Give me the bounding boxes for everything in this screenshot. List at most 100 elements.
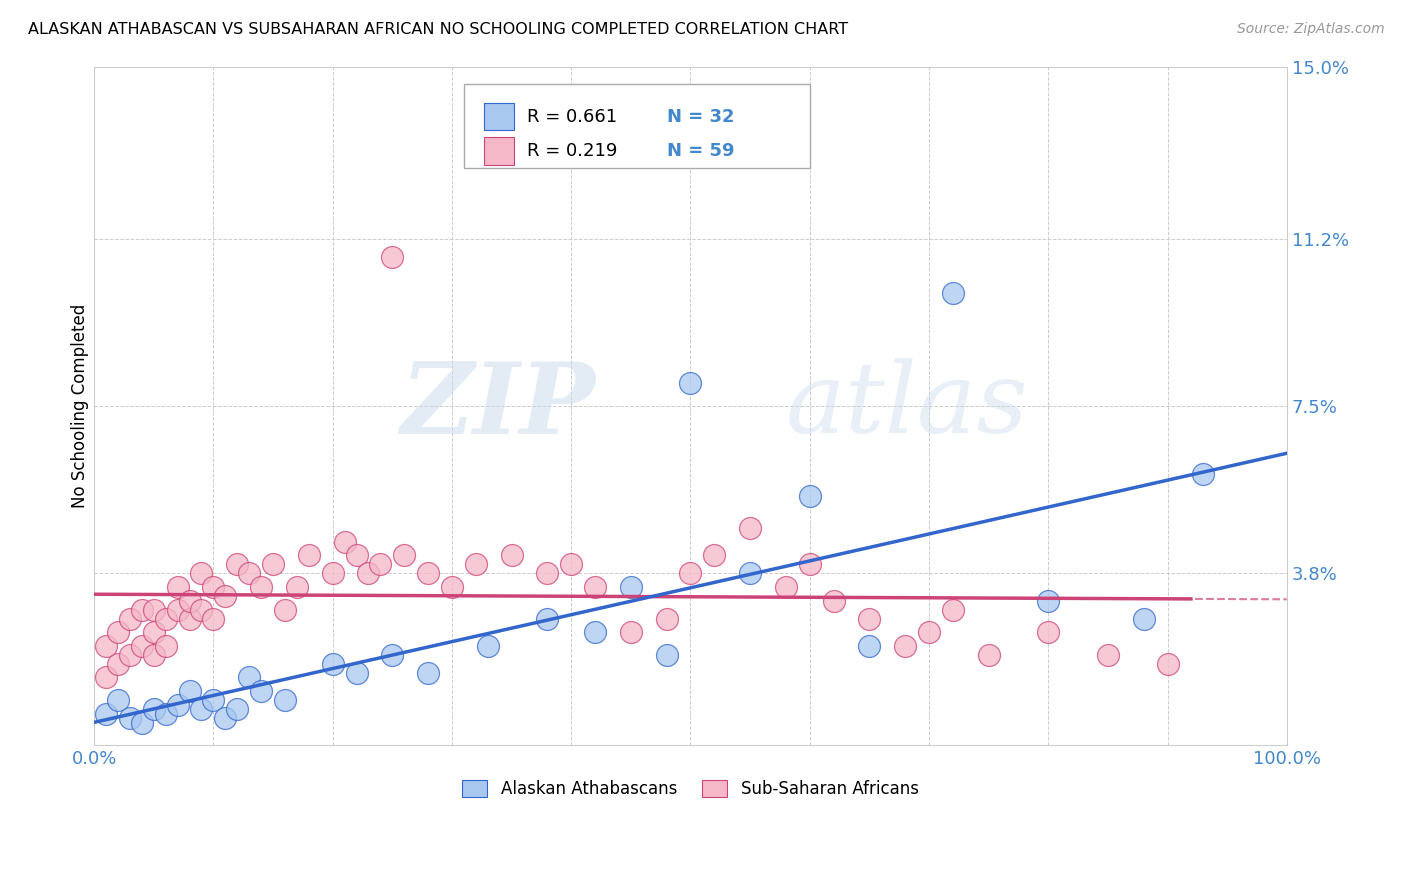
Text: ZIP: ZIP (401, 358, 595, 454)
Point (1192, 467, 1215, 481)
Point (370, 558, 392, 572)
Point (357, 566, 380, 581)
Point (1132, 611, 1154, 625)
Point (94, 670, 117, 684)
Point (118, 711, 141, 725)
Legend: Alaskan Athabascans, Sub-Saharan Africans: Alaskan Athabascans, Sub-Saharan African… (456, 773, 925, 805)
Point (179, 684, 201, 698)
Point (464, 558, 486, 572)
Text: N = 32: N = 32 (666, 108, 734, 126)
Point (202, 611, 225, 625)
Point (1097, 648, 1119, 662)
Point (799, 490, 821, 504)
Point (918, 625, 941, 640)
Point (703, 548, 725, 562)
Point (977, 648, 1000, 662)
Bar (484, 103, 515, 130)
Text: ALASKAN ATHABASCAN VS SUBSAHARAN AFRICAN NO SCHOOLING COMPLETED CORRELATION CHAR: ALASKAN ATHABASCAN VS SUBSAHARAN AFRICAN… (28, 22, 848, 37)
Point (131, 715, 153, 730)
Point (894, 639, 917, 653)
Point (190, 702, 212, 716)
Text: R = 0.219: R = 0.219 (527, 142, 617, 160)
Point (655, 648, 678, 662)
Point (1156, 657, 1178, 671)
Point (202, 580, 225, 594)
Point (858, 639, 880, 653)
Point (655, 611, 678, 625)
Point (118, 611, 141, 625)
Point (238, 670, 260, 684)
Point (142, 648, 165, 662)
Point (1038, 625, 1060, 640)
Point (166, 602, 188, 616)
Point (823, 593, 845, 607)
Point (214, 589, 236, 603)
Point (799, 558, 821, 572)
Point (322, 566, 344, 581)
Point (679, 376, 702, 391)
Point (262, 558, 284, 572)
Point (740, 521, 762, 535)
Point (620, 625, 643, 640)
Point (190, 602, 212, 616)
Text: N = 59: N = 59 (666, 142, 734, 160)
Point (477, 639, 499, 653)
Point (250, 684, 273, 698)
Point (440, 580, 463, 594)
Point (131, 602, 153, 616)
Point (322, 657, 344, 671)
Point (274, 602, 297, 616)
Point (107, 657, 129, 671)
Point (107, 625, 129, 640)
Point (858, 611, 880, 625)
Point (94, 706, 117, 721)
Point (118, 648, 141, 662)
Point (1038, 593, 1060, 607)
Bar (484, 137, 515, 164)
Point (226, 558, 249, 572)
Point (142, 625, 165, 640)
Point (740, 566, 762, 581)
Point (179, 593, 201, 607)
Point (346, 548, 368, 562)
Point (179, 611, 201, 625)
Point (333, 534, 356, 549)
Point (94, 639, 117, 653)
Point (583, 580, 606, 594)
Point (298, 548, 321, 562)
Point (166, 698, 188, 712)
Point (250, 580, 273, 594)
Point (131, 639, 153, 653)
Point (238, 566, 260, 581)
Y-axis label: No Schooling Completed: No Schooling Completed (72, 304, 89, 508)
Text: Source: ZipAtlas.com: Source: ZipAtlas.com (1237, 22, 1385, 37)
Point (155, 611, 177, 625)
Point (166, 580, 188, 594)
Point (381, 648, 404, 662)
Point (620, 580, 643, 594)
Point (416, 566, 439, 581)
Text: R = 0.661: R = 0.661 (527, 108, 617, 126)
Point (394, 548, 416, 562)
Point (381, 250, 404, 264)
Point (346, 665, 368, 680)
Point (155, 639, 177, 653)
Point (942, 602, 965, 616)
Point (536, 566, 558, 581)
Point (107, 693, 129, 707)
Point (142, 702, 165, 716)
Point (274, 693, 297, 707)
Point (202, 693, 225, 707)
Point (560, 558, 582, 572)
Point (679, 566, 702, 581)
Text: atlas: atlas (786, 359, 1029, 454)
FancyBboxPatch shape (464, 84, 810, 169)
Point (190, 566, 212, 581)
Point (285, 580, 308, 594)
Point (775, 580, 797, 594)
Point (416, 665, 439, 680)
Point (536, 611, 558, 625)
Point (142, 602, 165, 616)
Point (501, 548, 523, 562)
Point (214, 711, 236, 725)
